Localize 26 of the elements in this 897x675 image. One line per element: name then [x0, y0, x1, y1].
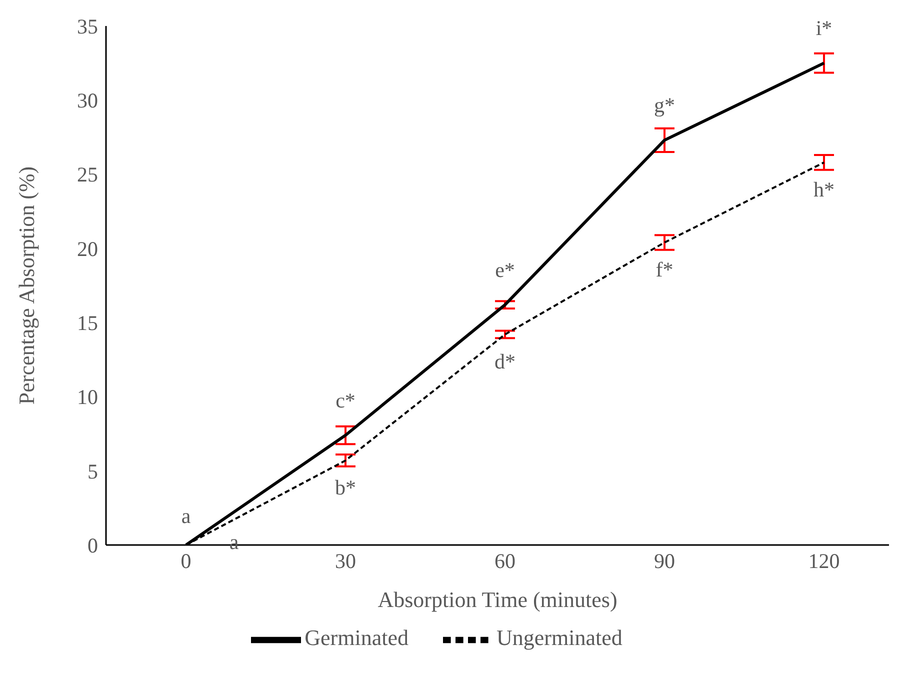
- annotation: i*: [816, 16, 832, 40]
- x-tick-label: 60: [494, 548, 516, 573]
- x-axis-title: Absorption Time (minutes): [378, 587, 618, 612]
- annotation: f*: [656, 257, 674, 282]
- y-tick-label: 15: [77, 311, 98, 336]
- legend-label: Ungerminated: [496, 625, 622, 650]
- x-tick-label: 0: [180, 548, 192, 573]
- y-tick-label: 25: [77, 162, 98, 187]
- legend-label: Germinated: [304, 625, 408, 650]
- y-tick-label: 30: [77, 88, 98, 113]
- annotation: c*: [336, 388, 356, 412]
- x-tick-label: 90: [654, 548, 675, 573]
- y-axis-title: Percentage Absorption (%): [14, 166, 39, 405]
- annotation: h*: [814, 177, 834, 202]
- annotation: d*: [494, 349, 516, 374]
- y-tick-label: 0: [88, 533, 98, 558]
- y-tick-label: 10: [77, 385, 98, 410]
- annotation: a: [181, 504, 192, 528]
- annotation: g*: [654, 93, 675, 118]
- y-tick-label: 35: [77, 14, 98, 38]
- x-tick-label: 30: [335, 548, 356, 573]
- y-tick-label: 20: [77, 236, 98, 261]
- annotation: b*: [335, 475, 356, 500]
- annotation: e*: [495, 258, 515, 282]
- y-tick-label: 5: [88, 459, 98, 484]
- x-tick-label: 120: [808, 548, 840, 573]
